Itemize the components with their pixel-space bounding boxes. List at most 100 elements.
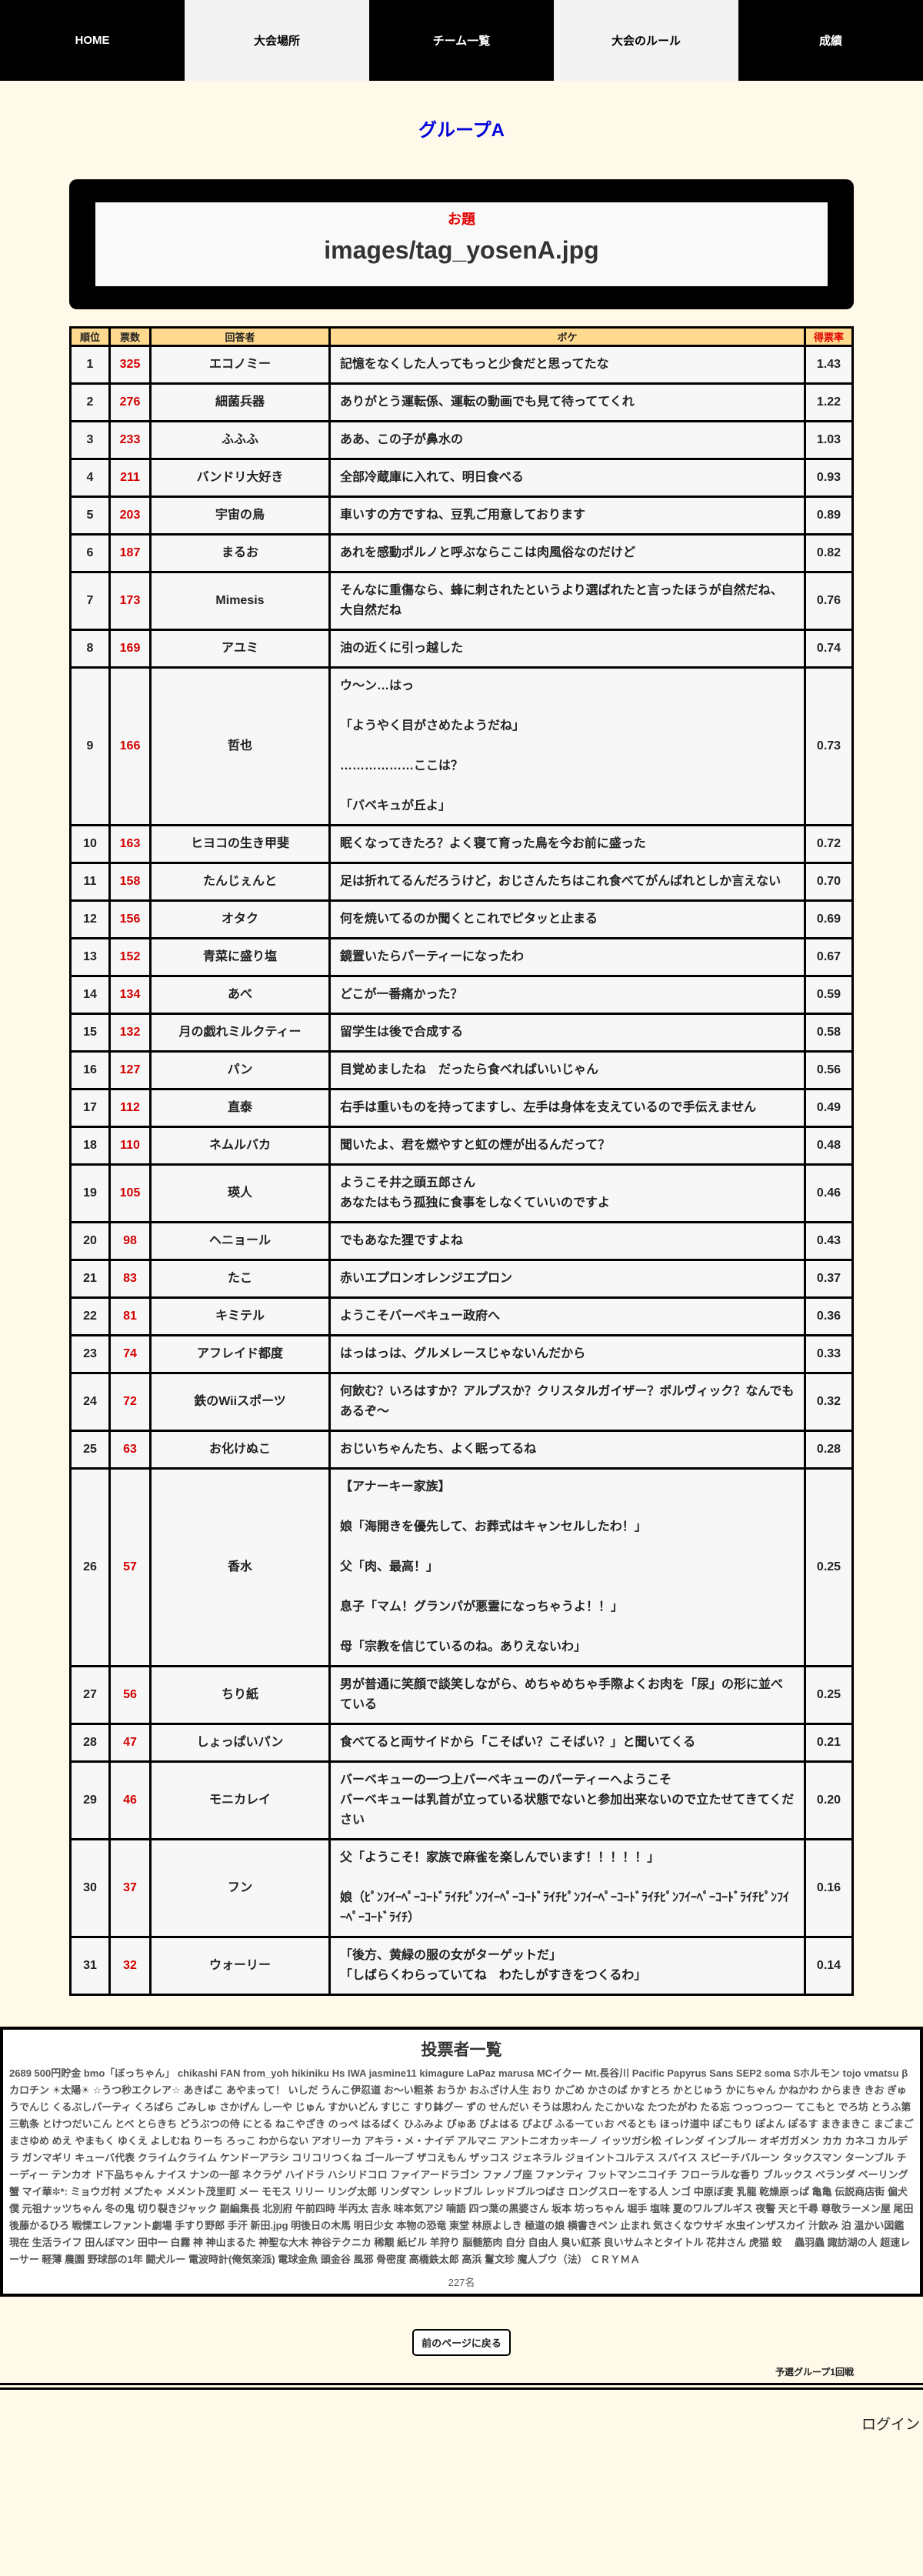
votes-cell: 169: [108, 629, 152, 669]
rate-cell: 0.21: [804, 1723, 854, 1763]
boke-line: 母「宗教を信じているのね。ありえないわ」: [340, 1640, 587, 1653]
rate-cell: 0.28: [804, 1430, 854, 1470]
round-label: 予選グループ1回戦: [775, 2367, 854, 2377]
boke-cell: 聞いたよ、君を燃やすと虹の煙が出るんだって？: [328, 1126, 806, 1166]
answerer-cell: モニカレイ: [149, 1760, 331, 1840]
answerer-cell: エコノミー: [149, 345, 331, 385]
boke-line: 鏡置いたらパーティーになったわ: [340, 950, 525, 963]
votes-cell: 325: [108, 345, 152, 385]
voters-title: 投票者一覧: [421, 2041, 502, 2059]
nav-item-0[interactable]: HOME: [0, 0, 185, 81]
rank-cell: 2: [69, 382, 111, 422]
rank-cell: 15: [69, 1013, 111, 1053]
blank-line: [340, 776, 795, 796]
answerer-cell: しょっぱいパン: [149, 1723, 331, 1763]
boke-cell: バーベキューの一つ上バーベキューのパーティーへようこそ バーベキューは乳首が立って…: [328, 1760, 806, 1840]
table-row: 29 46 モニカレイ バーベキューの一つ上バーベキューのパーティーへようこそ バーベキ…: [69, 1760, 854, 1840]
odai-box: お題 images/tag_yosenA.jpg: [95, 202, 828, 286]
votes-cell: 63: [108, 1430, 152, 1470]
boke-line: 足は折れてるんだろうけど，おじさんたちはこれ食べてがんばれとしか言えない: [340, 875, 781, 888]
votes-cell: 98: [108, 1221, 152, 1261]
voters-panel: 投票者一覧 2689 500円貯金 bmo「ぼっちゃん」 chikashi FA…: [0, 2027, 923, 2297]
table-row: 6 187 まるお あれを感動ポルノと呼ぶならここは肉風俗なのだけど 0.82: [69, 533, 854, 573]
nav-item-3[interactable]: 大会のルール: [554, 0, 738, 81]
rate-cell: 0.74: [804, 629, 854, 669]
boke-line: はっはっは、グルメレースじゃないんだから: [340, 1347, 586, 1360]
boke-line: 留学生は後で合成する: [340, 1026, 464, 1039]
rank-cell: 21: [69, 1259, 111, 1299]
rate-cell: 0.89: [804, 496, 854, 536]
boke-line: 全部冷蔵庫に入れて、明日食べる: [340, 471, 524, 484]
rate-cell: 0.46: [804, 1163, 854, 1223]
table-row: 30 37 フン 父「ようこそ！家族で麻雀を楽しんでいます！！！！！」 娘（ﾋﾟﾝﾌｲｰ…: [69, 1838, 854, 1938]
boke-cell: ありがとう運転係、運転の動画でも見て待っててくれ: [328, 382, 806, 422]
rate-cell: 0.59: [804, 975, 854, 1015]
rank-cell: 24: [69, 1372, 111, 1432]
rank-cell: 28: [69, 1723, 111, 1763]
boke-cell: はっはっは、グルメレースじゃないんだから: [328, 1334, 806, 1374]
boke-cell: 車いすの方ですね、豆乳ご用意しております: [328, 496, 806, 536]
answerer-cell: ヒヨコの生き甲斐: [149, 824, 331, 864]
table-row: 27 56 ちり紙 男が普通に笑顔で談笑しながら、めちゃめちゃ手際よくお肉を「尿」の形…: [69, 1665, 854, 1725]
rate-cell: 0.43: [804, 1221, 854, 1261]
top-nav: HOME 大会場所 チーム一覧 大会のルール 成績: [0, 0, 923, 81]
votes-cell: 72: [108, 1372, 152, 1432]
boke-line: 目覚めましたね だったら食べればいいじゃん: [340, 1063, 599, 1076]
login-link[interactable]: ログイン: [861, 2417, 920, 2433]
boke-cell: 【アナーキー家族】 娘「海開きを優先して、お葬式はキャンセルしたわ！」 父「肉、最高…: [328, 1467, 806, 1667]
boke-line: どこが一番痛かった？: [340, 988, 463, 1001]
blank-line: [340, 736, 795, 756]
boke-line: 眠くなってきたろ？よく寝て育った鳥を今お前に盛った: [340, 837, 646, 850]
boke-line: ありがとう運転係、運転の動画でも見て待っててくれ: [340, 395, 635, 409]
answerer-cell: ネムルバカ: [149, 1126, 331, 1166]
votes-cell: 187: [108, 533, 152, 573]
blank-line: [340, 1497, 795, 1517]
boke-line: でもあなた狸ですよね: [340, 1234, 464, 1247]
rank-cell: 4: [69, 458, 111, 498]
table-row: 2 276 細菌兵器 ありがとう運転係、運転の動画でも見て待っててくれ 1.22: [69, 382, 854, 422]
table-row: 23 74 アフレイド都度 はっはっは、グルメレースじゃないんだから 0.33: [69, 1334, 854, 1374]
rate-cell: 0.76: [804, 571, 854, 631]
boke-line: バーベキューは乳首が立っている状態でないと参加出来ないので立たせてきてください: [340, 1794, 795, 1827]
boke-line: 車いすの方ですね、豆乳ご用意しております: [340, 509, 586, 522]
answerer-cell: 瑛人: [149, 1163, 331, 1223]
boke-line: ………………ここは？: [340, 759, 464, 772]
rank-cell: 9: [69, 666, 111, 826]
boke-cell: 足は折れてるんだろうけど，おじさんたちはこれ食べてがんばれとしか言えない: [328, 862, 806, 902]
back-button[interactable]: 前のページに戻る: [412, 2329, 511, 2356]
boke-line: 聞いたよ、君を燃やすと虹の煙が出るんだって？: [340, 1139, 611, 1152]
boke-line: 赤いエプロンオレンジエプロン: [340, 1272, 513, 1285]
boke-cell: 何を焼いてるのか聞くとこれでピタッと止まる: [328, 899, 806, 939]
boke-cell: ようこそ井之頭五郎さん あなたはもう孤独に食事をしなくていいのですよ: [328, 1163, 806, 1223]
boke-line: ああ、この子が鼻水の: [340, 433, 464, 446]
boke-cell: 男が普通に笑顔で談笑しながら、めちゃめちゃ手際よくお肉を「尿」の形に並べている: [328, 1665, 806, 1725]
answerer-cell: 月の戯れミルクティー: [149, 1013, 331, 1053]
answerer-cell: たこ: [149, 1259, 331, 1299]
table-row: 4 211 バンドリ大好き 全部冷蔵庫に入れて、明日食べる 0.93: [69, 458, 854, 498]
boke-line: 「しばらくわらっていてね わたしがすきをつくるわ」: [340, 1969, 647, 1982]
boke-line: 息子「マム！グランパが悪霊になっちゃうよ！！」: [340, 1600, 624, 1613]
rank-cell: 25: [69, 1430, 111, 1470]
table-row: 20 98 ヘニョール でもあなた狸ですよね 0.43: [69, 1221, 854, 1261]
boke-line: おじいちゃんたち、よく眠ってるね: [340, 1443, 537, 1456]
table-row: 17 112 直泰 右手は重いものを持ってますし、左手は身体を支えているので手伝えませ…: [69, 1088, 854, 1128]
nav-item-1[interactable]: 大会場所: [185, 0, 369, 81]
rate-cell: 0.93: [804, 458, 854, 498]
blank-line: [340, 696, 795, 716]
rank-cell: 5: [69, 496, 111, 536]
table-row: 31 32 ウォーリー 「後方、黄緑の服の女がターゲットだ」 「しばらくわらっていてね …: [69, 1936, 854, 1996]
boke-line: 食べてると両サイドから「こそばい？こそばい？」と聞いてくる: [340, 1736, 696, 1749]
nav-item-4[interactable]: 成績: [738, 0, 923, 81]
answerer-cell: 香水: [149, 1467, 331, 1667]
rank-cell: 12: [69, 899, 111, 939]
votes-cell: 37: [108, 1838, 152, 1938]
header-votes: 票数: [108, 326, 152, 347]
votes-cell: 127: [108, 1050, 152, 1090]
table-row: 28 47 しょっぱいパン 食べてると両サイドから「こそばい？こそばい？」と聞いてくる…: [69, 1723, 854, 1763]
table-row: 7 173 Mimesis そんなに重傷なら、蜂に刺されたというより選ばれたと言ったほ…: [69, 571, 854, 631]
voters-count: 227名: [448, 2277, 475, 2288]
nav-item-2[interactable]: チーム一覧: [369, 0, 554, 81]
votes-cell: 83: [108, 1259, 152, 1299]
rank-cell: 7: [69, 571, 111, 631]
table-row: 24 72 鉄のWiiスポーツ 何飲む？いろはすか？アルプスか？クリスタルガイザー？ボ…: [69, 1372, 854, 1432]
